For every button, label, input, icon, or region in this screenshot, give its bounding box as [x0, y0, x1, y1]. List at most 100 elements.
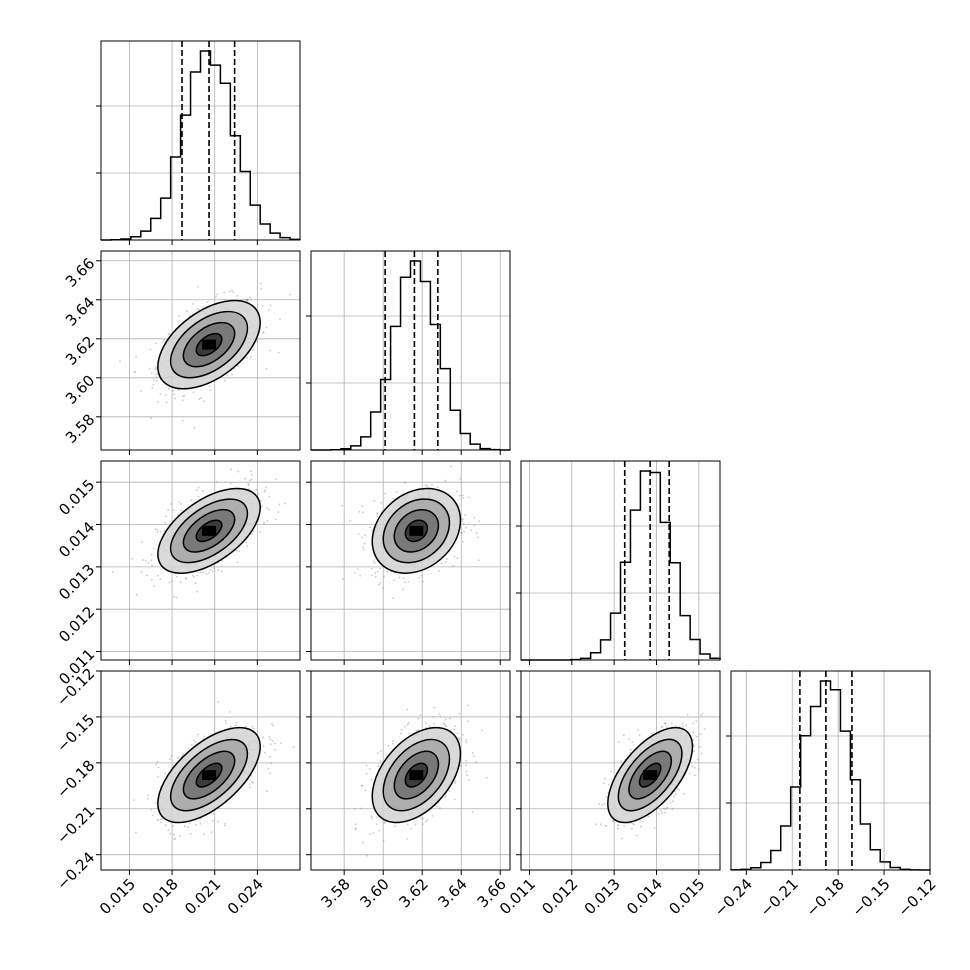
scatter-point	[257, 493, 259, 495]
scatter-point	[190, 499, 193, 502]
scatter-point	[189, 833, 192, 835]
scatter-point	[135, 831, 137, 834]
scatter-point	[223, 379, 226, 382]
scatter-point	[422, 580, 424, 583]
scatter-point	[461, 518, 464, 521]
scatter-point	[663, 722, 666, 724]
scatter-point	[151, 387, 154, 389]
scatter-point	[471, 752, 474, 754]
scatter-point	[196, 574, 199, 577]
scatter-point	[251, 725, 254, 728]
scatter-point	[246, 545, 248, 548]
density-peak	[409, 525, 424, 536]
scatter-point	[424, 484, 427, 487]
scatter-point	[160, 818, 162, 821]
scatter-point	[383, 821, 386, 823]
scatter-point	[703, 728, 706, 730]
scatter-point	[378, 829, 381, 832]
scatter-point	[245, 356, 248, 359]
scatter-point	[425, 722, 427, 725]
scatter-point	[197, 495, 200, 498]
scatter-point	[261, 305, 264, 307]
scatter-point	[400, 728, 403, 731]
scatter-point	[629, 748, 632, 751]
scatter-point	[433, 722, 435, 725]
scatter-point	[249, 470, 252, 473]
scatter-point	[256, 340, 259, 343]
scatter-point	[170, 503, 173, 505]
scatter-point	[700, 714, 703, 717]
scatter-point	[664, 722, 667, 725]
scatter-point	[277, 511, 280, 513]
scatter-point	[275, 478, 277, 480]
scatter-point	[461, 494, 464, 497]
scatter-point	[150, 808, 153, 811]
scatter-point	[154, 528, 157, 531]
scatter-point	[448, 717, 451, 720]
scatter-point	[392, 497, 395, 500]
scatter-point	[221, 559, 224, 562]
scatter-point	[131, 557, 134, 560]
panel-frame	[100, 40, 301, 241]
scatter-point	[251, 781, 253, 784]
scatter-point	[288, 293, 291, 296]
scatter-point	[439, 807, 441, 809]
scatter-point	[178, 501, 181, 503]
scatter-point	[217, 701, 220, 703]
scatter-point	[224, 719, 227, 722]
scatter-point	[342, 578, 345, 581]
scatter-point	[223, 291, 226, 294]
scatter-point	[152, 814, 154, 817]
scatter-point	[168, 581, 171, 584]
scatter-point	[406, 723, 409, 726]
scatter-point	[465, 770, 468, 773]
scatter-point	[182, 753, 184, 755]
scatter-point	[163, 338, 166, 341]
scatter-point	[612, 820, 615, 823]
scatter-point	[433, 706, 436, 709]
scatter-point	[216, 293, 219, 296]
scatter-point	[162, 341, 164, 343]
scatter-point	[635, 834, 638, 837]
scatter-point	[188, 822, 191, 825]
scatter-point	[156, 531, 159, 533]
scatter-point	[432, 715, 435, 718]
scatter-point	[224, 822, 227, 825]
scatter-point	[392, 740, 394, 742]
scatter-point	[132, 799, 135, 801]
scatter-point	[244, 477, 246, 480]
scatter-point	[607, 783, 610, 786]
scatter-point	[695, 720, 698, 723]
scatter-point	[159, 578, 162, 580]
scatter-point	[184, 577, 187, 580]
scatter-point	[208, 385, 211, 388]
panel-frame	[310, 250, 511, 451]
scatter-point	[135, 593, 138, 596]
scatter-point	[147, 794, 150, 797]
scatter-point	[150, 559, 153, 562]
scatter-point	[465, 759, 468, 762]
scatter-point	[263, 521, 265, 524]
scatter-point	[415, 730, 418, 732]
histogram-panel	[96, 40, 301, 245]
scatter-point	[404, 581, 406, 584]
scatter-point	[168, 332, 171, 335]
histogram-bar	[310, 260, 511, 451]
scatter-point	[373, 500, 376, 502]
scatter-point	[436, 805, 438, 808]
scatter-point	[246, 300, 249, 302]
scatter-point	[202, 490, 204, 492]
scatter-point	[277, 351, 280, 354]
scatter-point	[263, 490, 266, 493]
scatter-point	[377, 570, 379, 573]
scatter-point	[197, 286, 199, 288]
scatter-point	[612, 819, 614, 822]
scatter-point	[622, 734, 625, 737]
scatter-point	[372, 560, 375, 563]
scatter-point	[633, 823, 636, 826]
scatter-point	[274, 742, 276, 745]
scatter-point	[681, 722, 684, 725]
scatter-point	[262, 332, 265, 334]
scatter-point	[248, 783, 251, 785]
